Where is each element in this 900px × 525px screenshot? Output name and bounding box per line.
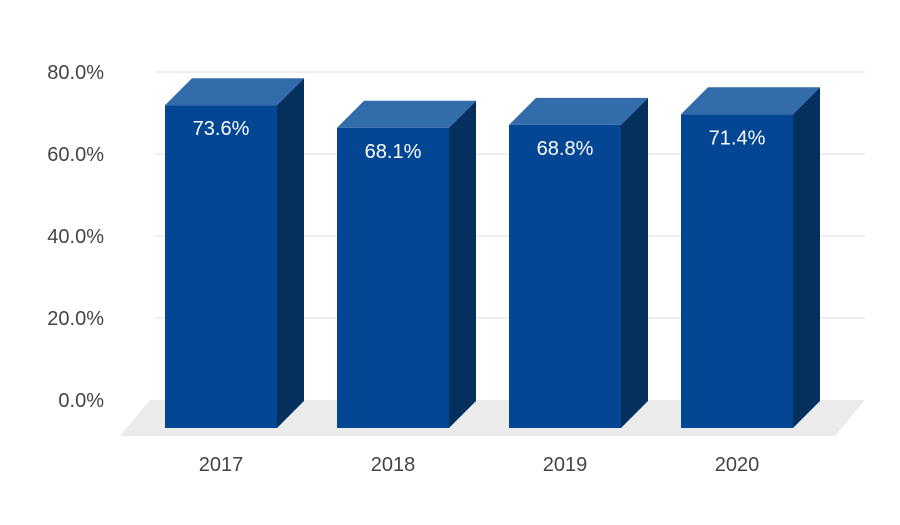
bar-front	[681, 114, 793, 428]
bar-side	[449, 100, 476, 428]
bar-side	[793, 87, 820, 428]
bar-top	[509, 97, 648, 125]
bar-2018: 68.1%	[337, 100, 476, 428]
bar-front	[509, 124, 621, 429]
data-label: 68.1%	[365, 141, 422, 163]
bar-top	[165, 78, 304, 106]
data-label: 73.6%	[193, 118, 250, 140]
data-label: 71.4%	[709, 127, 766, 149]
bar-2019: 68.8%	[509, 97, 648, 429]
chart-floor	[120, 400, 865, 436]
x-tick-label: 2017	[199, 454, 244, 476]
y-tick-label: 0.0%	[58, 390, 104, 412]
y-tick-label: 80.0%	[47, 62, 104, 84]
bar-side	[277, 78, 304, 429]
bar-2020: 71.4%	[681, 87, 820, 428]
bar-front	[337, 127, 449, 428]
y-tick-label: 40.0%	[47, 226, 104, 248]
bar-top	[337, 100, 476, 128]
y-tick-label: 60.0%	[47, 144, 104, 166]
x-tick-label: 2018	[371, 454, 416, 476]
x-tick-label: 2019	[543, 454, 588, 476]
bar-2017: 73.6%	[165, 78, 304, 429]
x-tick-label: 2020	[715, 454, 760, 476]
bar-top	[681, 87, 820, 115]
bar-front	[165, 105, 277, 429]
bar-side	[621, 97, 648, 429]
data-label: 68.8%	[537, 138, 594, 160]
y-tick-label: 20.0%	[47, 308, 104, 330]
